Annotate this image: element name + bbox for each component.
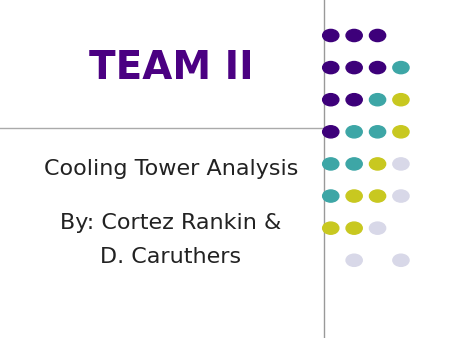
Circle shape bbox=[323, 158, 339, 170]
Circle shape bbox=[346, 29, 362, 42]
Circle shape bbox=[323, 94, 339, 106]
Circle shape bbox=[323, 190, 339, 202]
Circle shape bbox=[323, 222, 339, 234]
Circle shape bbox=[369, 62, 386, 74]
Circle shape bbox=[323, 29, 339, 42]
Circle shape bbox=[323, 126, 339, 138]
Circle shape bbox=[393, 62, 409, 74]
Circle shape bbox=[346, 190, 362, 202]
Circle shape bbox=[393, 126, 409, 138]
Circle shape bbox=[393, 190, 409, 202]
Circle shape bbox=[369, 29, 386, 42]
Circle shape bbox=[369, 190, 386, 202]
Text: D. Caruthers: D. Caruthers bbox=[100, 247, 242, 267]
Circle shape bbox=[346, 254, 362, 266]
Circle shape bbox=[346, 158, 362, 170]
Text: Cooling Tower Analysis: Cooling Tower Analysis bbox=[44, 159, 298, 179]
Text: By: Cortez Rankin &: By: Cortez Rankin & bbox=[60, 213, 282, 233]
Circle shape bbox=[369, 222, 386, 234]
Circle shape bbox=[369, 158, 386, 170]
Circle shape bbox=[346, 94, 362, 106]
Circle shape bbox=[393, 94, 409, 106]
Circle shape bbox=[369, 126, 386, 138]
Circle shape bbox=[346, 62, 362, 74]
Circle shape bbox=[393, 158, 409, 170]
Circle shape bbox=[346, 222, 362, 234]
Circle shape bbox=[323, 62, 339, 74]
Circle shape bbox=[393, 254, 409, 266]
Circle shape bbox=[369, 94, 386, 106]
Circle shape bbox=[346, 126, 362, 138]
Text: TEAM II: TEAM II bbox=[89, 49, 253, 87]
